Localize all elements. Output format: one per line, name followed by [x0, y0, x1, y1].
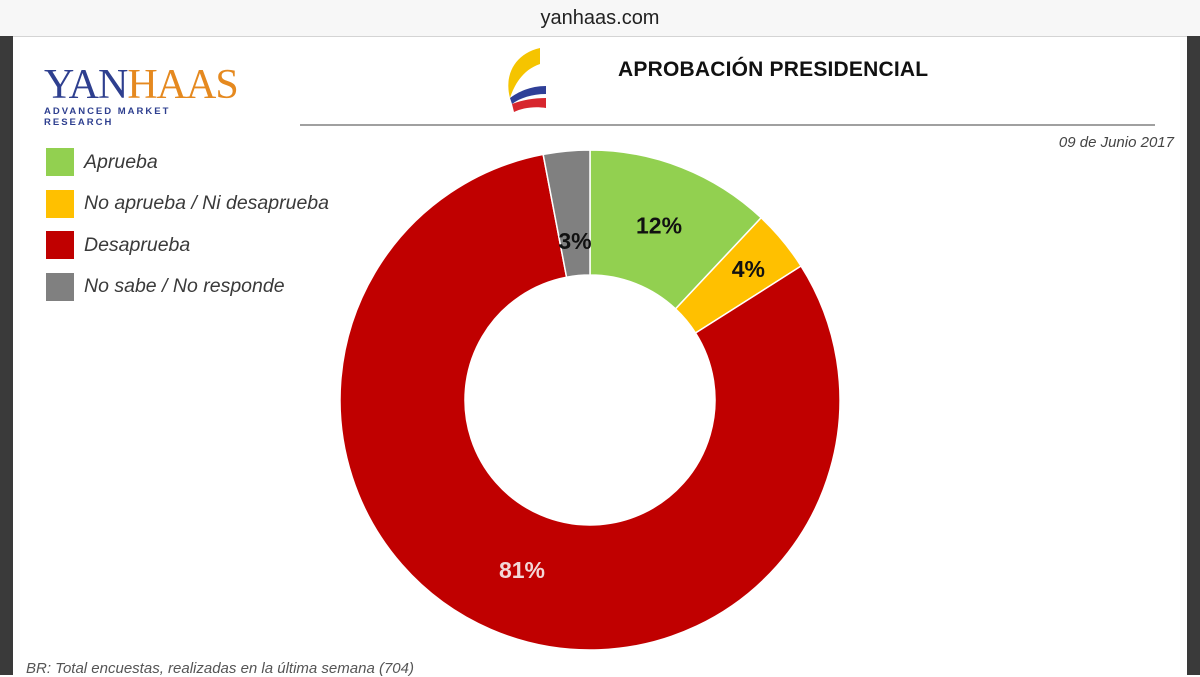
legend-swatch [46, 272, 74, 301]
right-letterbox [1187, 36, 1200, 675]
slice-data-label: 12% [636, 213, 682, 239]
title-divider [300, 124, 1155, 126]
slice-data-label: 81% [499, 557, 545, 583]
chart-legend: Aprueba No aprueba / Ni desaprueba Desapru… [46, 148, 329, 314]
donut-chart: 12% 4% 81% 3% [339, 149, 841, 651]
donut-slice [339, 153, 841, 651]
slice-data-label: 4% [732, 256, 765, 282]
legend-item: Desaprueba [46, 231, 329, 259]
left-letterbox [0, 36, 13, 675]
legend-label: No aprueba / Ni desaprueba [84, 192, 329, 214]
legend-label: Aprueba [84, 150, 158, 173]
legend-label: No sabe / No responde [84, 275, 285, 297]
legend-item: No sabe / No responde [46, 272, 329, 301]
yanhaas-logo: YANHAAS ADVANCED MARKET RESEARCH [44, 62, 244, 128]
legend-swatch [46, 148, 74, 176]
slice-data-label: 3% [558, 228, 591, 254]
chart-title: APROBACIÓN PRESIDENCIAL [618, 58, 929, 81]
url-text: yanhaas.com [540, 6, 660, 29]
browser-url-bar[interactable]: yanhaas.com [0, 0, 1200, 37]
base-footnote: BR: Total encuestas, realizadas en la úl… [26, 660, 414, 677]
colombia-emblem-icon [508, 48, 546, 112]
legend-swatch [46, 231, 74, 259]
legend-swatch [46, 189, 74, 218]
legend-item: Aprueba [46, 148, 329, 176]
survey-date: 09 de Junio 2017 [1058, 134, 1174, 151]
donut-slice [542, 149, 591, 279]
logo-wordmark: YANHAAS [44, 62, 239, 108]
legend-label: Desaprueba [84, 233, 191, 256]
logo-tagline: ADVANCED MARKET RESEARCH [44, 106, 171, 128]
legend-item: No aprueba / Ni desaprueba [46, 189, 329, 218]
